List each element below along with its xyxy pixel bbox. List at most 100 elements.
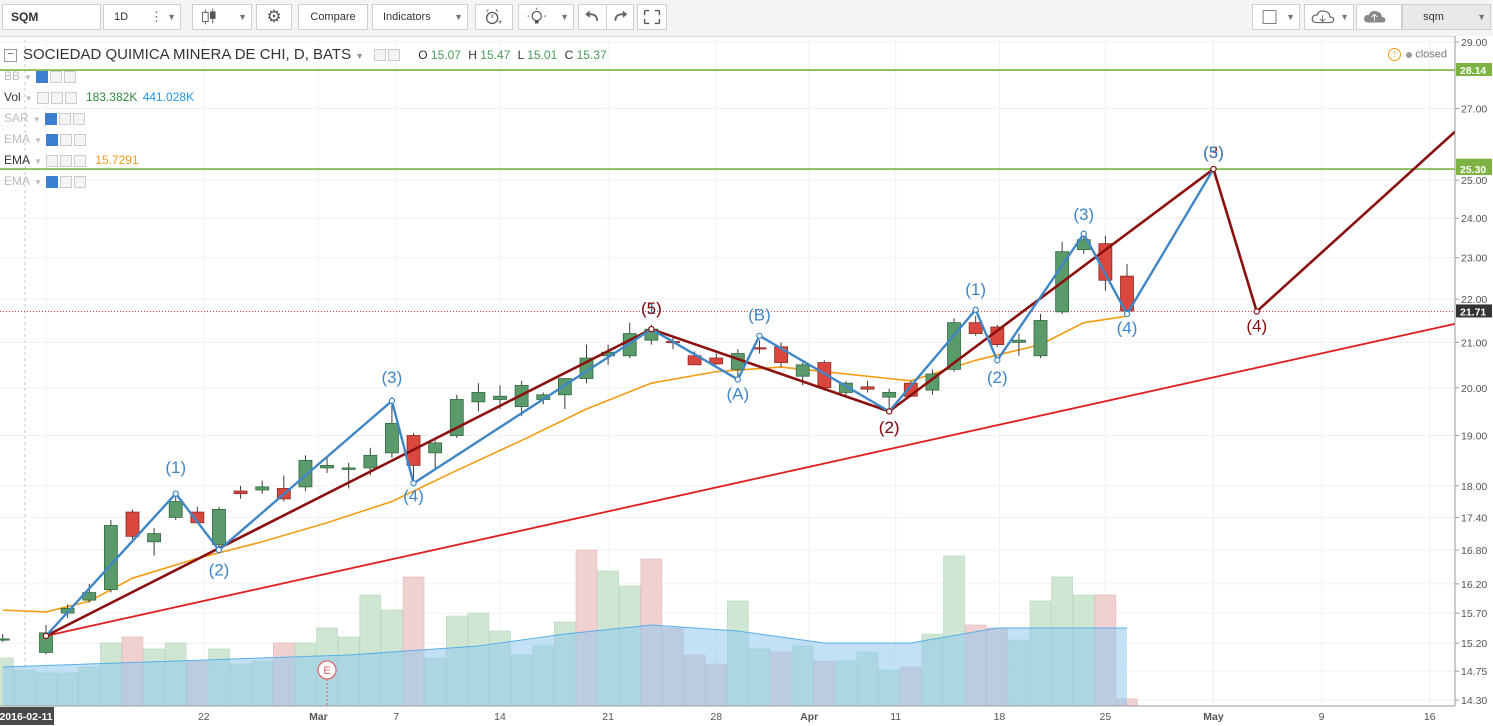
close-icon[interactable] xyxy=(63,70,76,83)
symbol-label: SQM xyxy=(11,10,39,24)
eye-icon[interactable] xyxy=(374,49,387,62)
indicators-button[interactable]: Indicators ▼ xyxy=(372,4,468,30)
fullscreen-icon xyxy=(643,9,661,25)
indicator-name: Vol xyxy=(4,90,21,104)
candle-body xyxy=(168,501,183,518)
candle-body xyxy=(839,382,853,393)
close-icon[interactable] xyxy=(73,154,86,167)
gear-icon[interactable] xyxy=(59,154,72,167)
indicator-row-sar: SAR ▼ xyxy=(4,109,87,127)
symbol-search[interactable]: SQM xyxy=(2,4,101,30)
price-chart[interactable]: (1)(2)(3)(4)(1)(5)(A)(B)(2)(2)(1)(2)(3)(… xyxy=(0,36,1493,726)
candle-body xyxy=(471,392,486,403)
wave-label: (4) xyxy=(1117,319,1138,338)
candles-icon xyxy=(202,8,216,25)
status-label: closed xyxy=(1415,48,1447,61)
wave-label: (4) xyxy=(403,486,424,505)
load-layout-button[interactable]: ▼ xyxy=(1304,4,1354,30)
compare-button[interactable]: Compare xyxy=(298,4,368,30)
wave-point xyxy=(1080,230,1087,237)
wave-label: (1) xyxy=(641,299,662,318)
price-tick-label: 15.70 xyxy=(1461,608,1487,620)
gear-icon[interactable] xyxy=(50,91,63,104)
wave-point xyxy=(756,332,763,339)
gear-icon[interactable] xyxy=(59,133,72,146)
undo-button[interactable] xyxy=(578,4,606,30)
wave-label: (3) xyxy=(1203,143,1224,162)
ideas-button[interactable]: ▼ xyxy=(518,4,574,30)
time-tick-label: May xyxy=(1203,711,1224,723)
save-layout-button[interactable] xyxy=(1356,4,1402,30)
eye-icon[interactable] xyxy=(45,154,58,167)
indicator-row-ema-2: EMA ▼ 15.7291 xyxy=(4,153,139,167)
close-icon[interactable] xyxy=(72,112,85,125)
time-tick-label: 18 xyxy=(994,711,1006,723)
redo-button[interactable] xyxy=(606,4,634,30)
chart-style-select[interactable]: ▼ xyxy=(192,4,252,30)
square-icon xyxy=(1262,10,1277,24)
wave-point xyxy=(42,632,50,640)
gear-icon[interactable] xyxy=(49,70,62,83)
wave-point xyxy=(648,325,655,333)
wave-point xyxy=(1253,308,1260,315)
fullscreen-button[interactable] xyxy=(637,4,667,30)
eye-icon[interactable] xyxy=(36,91,49,104)
candle-body xyxy=(0,638,10,641)
volume-ma-area xyxy=(2,625,1127,706)
close-label: C xyxy=(564,48,574,62)
toolbar: SQM 1D ⋮ ▼ ▼ ⚙ Compare Indicators ▼ + ▼ … xyxy=(0,0,1493,37)
price-tick-label: 14.75 xyxy=(1461,666,1487,678)
candle-body xyxy=(212,509,226,545)
eye-icon[interactable] xyxy=(35,70,48,83)
layout-select[interactable]: ▼ xyxy=(1252,4,1300,30)
close-icon[interactable] xyxy=(73,133,86,146)
eye-icon[interactable] xyxy=(45,175,58,188)
time-tick-label: 11 xyxy=(890,711,901,723)
interval-select[interactable]: 1D ⋮ ▼ xyxy=(103,4,181,30)
gear-icon[interactable] xyxy=(59,175,72,188)
chevron-down-icon: ▼ xyxy=(560,12,569,22)
ema-value: 15.7291 xyxy=(95,153,139,167)
alert-button[interactable]: + xyxy=(475,4,513,30)
low-label: L xyxy=(517,48,524,62)
indicator-row-vol: Vol ▼ 183.382K 441.028K xyxy=(4,90,195,104)
chevron-down-icon[interactable]: ▼ xyxy=(355,51,365,61)
time-label-badge xyxy=(0,707,54,725)
price-tick-label: 18.00 xyxy=(1461,481,1487,493)
lightbulb-icon xyxy=(527,7,546,24)
price-label-text: 21.71 xyxy=(1460,306,1486,318)
time-tick-label: 16 xyxy=(1424,711,1436,723)
price-tick-label: 15.20 xyxy=(1461,638,1487,650)
market-status: ! closed xyxy=(1388,48,1447,61)
price-tick-label: 27.00 xyxy=(1461,104,1487,116)
gear-icon[interactable] xyxy=(388,49,401,62)
svg-text:+: + xyxy=(498,16,503,26)
wave-point xyxy=(1210,165,1217,173)
close-icon[interactable] xyxy=(73,175,86,188)
candle-body xyxy=(1012,339,1026,343)
settings-button[interactable]: ⚙ xyxy=(256,4,292,30)
layout-name-select[interactable]: sqm ▼ xyxy=(1402,4,1491,30)
candle-body xyxy=(1033,320,1048,357)
eye-icon[interactable] xyxy=(44,112,57,125)
collapse-icon[interactable]: − xyxy=(4,48,17,62)
candle-body xyxy=(687,355,702,366)
gear-icon[interactable] xyxy=(58,112,71,125)
price-tick-label: 16.20 xyxy=(1461,579,1487,591)
price-tick-label: 24.00 xyxy=(1461,213,1487,225)
price-tick-label: 14.30 xyxy=(1461,695,1487,707)
wave-label: (1) xyxy=(165,458,186,477)
candle-body xyxy=(752,347,767,350)
elliott-wave-drawings[interactable] xyxy=(42,112,1493,640)
volume-ma-line xyxy=(2,624,1127,668)
eye-icon[interactable] xyxy=(45,133,58,146)
close-icon[interactable] xyxy=(64,91,77,104)
more-vertical-icon: ⋮ xyxy=(150,9,163,24)
price-tick-label: 19.00 xyxy=(1461,431,1487,443)
elliott-wave-primary xyxy=(45,114,1474,638)
candle-body xyxy=(103,525,118,591)
candle-body xyxy=(493,395,507,400)
candle-body xyxy=(385,422,399,454)
wave-label: (2) xyxy=(879,418,900,437)
price-tick-label: 29.00 xyxy=(1461,37,1487,49)
